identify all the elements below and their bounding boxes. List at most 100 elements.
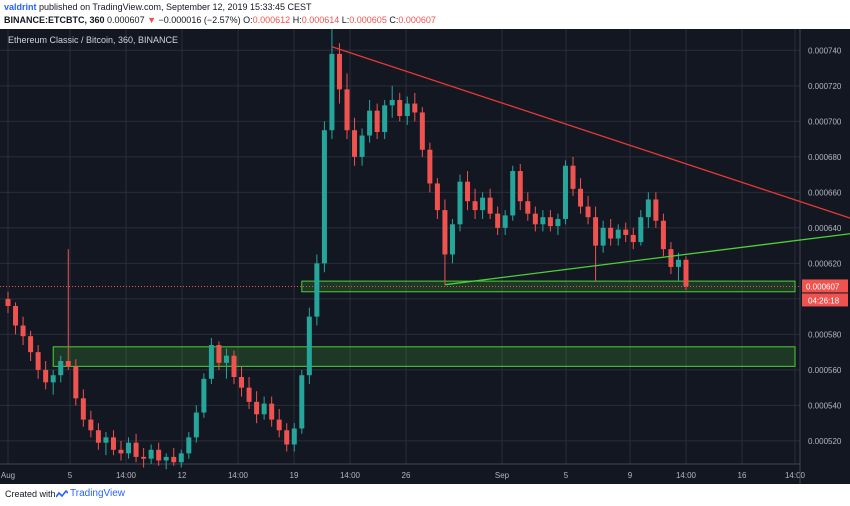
x-tick-label: Aug	[1, 471, 15, 480]
candle-body	[608, 227, 614, 239]
resistance-trendline	[331, 46, 850, 219]
candle-body	[276, 419, 282, 431]
candle-body	[58, 361, 64, 376]
candle-body	[178, 453, 184, 463]
y-tick-label: 0.000660	[808, 188, 842, 197]
countdown-label: 04:26:18	[808, 296, 840, 305]
tradingview-brand[interactable]: TradingView	[70, 488, 126, 499]
candle-body	[578, 188, 584, 207]
candle-body	[284, 430, 290, 445]
candle-body	[269, 403, 275, 420]
x-tick-label: Sep	[495, 471, 510, 480]
candle-body	[675, 259, 681, 267]
candle-body	[683, 259, 689, 287]
candle-body	[457, 181, 463, 225]
candle-body	[344, 89, 350, 131]
x-tick-label: 14:00	[116, 471, 137, 480]
low-label: L:	[341, 15, 350, 25]
candle-body	[141, 456, 147, 459]
candle-body	[20, 325, 26, 337]
candle-body	[600, 227, 606, 246]
candle-body	[480, 197, 486, 211]
candle-body	[525, 201, 531, 214]
created-with-text: Created with	[5, 489, 56, 499]
candle-body	[186, 437, 192, 454]
candle-body	[126, 442, 132, 454]
y-tick-label: 0.000540	[808, 401, 842, 410]
down-arrow-icon: ▼	[147, 15, 157, 25]
x-tick-label: 14:00	[340, 471, 361, 480]
x-tick-label: 5	[564, 471, 569, 480]
candle-body	[419, 112, 425, 150]
publish-header: valdrint published on TradingView.com, S…	[0, 0, 850, 28]
candle-body	[562, 165, 568, 219]
x-tick-label: 26	[402, 471, 411, 480]
candle-body	[171, 456, 177, 463]
candle-body	[660, 220, 666, 250]
candle-body	[254, 401, 260, 415]
chart-panel[interactable]: 0.000740 0.000720 0.000700 0.000680 0.000660…	[0, 29, 850, 484]
x-tick-label: 14:00	[228, 471, 249, 480]
open-label: O:	[243, 15, 253, 25]
y-tick-label: 0.000700	[808, 117, 842, 126]
candle-body	[623, 229, 629, 235]
candle-body	[397, 100, 403, 116]
candle-body	[163, 456, 169, 461]
x-tick-label: 9	[628, 471, 633, 480]
last-price-badge	[802, 279, 848, 293]
candle-body	[306, 316, 312, 376]
candle-body	[208, 345, 214, 379]
y-tick-label: 0.000560	[808, 366, 842, 375]
candle-body	[73, 366, 79, 399]
x-tick-label: 19	[290, 471, 299, 480]
candle-body	[465, 181, 471, 202]
candle-body	[35, 352, 41, 370]
candle-body	[28, 336, 34, 353]
candle-body	[299, 375, 305, 429]
low-value: 0.000605	[349, 15, 387, 25]
candle-body	[329, 53, 335, 131]
y-tick-label: 0.000620	[808, 259, 842, 268]
candle-body	[645, 199, 651, 218]
candle-body	[517, 171, 523, 202]
support-trendline	[444, 233, 850, 286]
candle-body	[201, 378, 207, 413]
candle-body	[216, 345, 222, 363]
open-value: 0.000612	[252, 15, 291, 25]
candle-body	[555, 218, 561, 227]
close-label: C:	[389, 15, 399, 25]
x-tick-label: 16	[738, 471, 747, 480]
candle-body	[585, 206, 591, 218]
candle-body	[495, 213, 501, 228]
candle-body	[314, 263, 320, 317]
candle-body	[434, 183, 440, 211]
candle-body	[110, 437, 116, 450]
candlestick-chart[interactable]: 0.000740 0.000720 0.000700 0.000680 0.000660…	[0, 29, 850, 484]
price-change: −0.000016 (−2.57%)	[158, 15, 241, 25]
candle-body	[668, 249, 674, 267]
candle-body	[239, 377, 245, 388]
x-tick-label: 12	[178, 471, 187, 480]
candle-body	[88, 419, 94, 431]
candle-body	[13, 305, 19, 326]
candle-body	[367, 110, 373, 136]
candle-body	[336, 53, 342, 90]
candle-body	[570, 165, 576, 189]
publish-info: valdrint published on TradingView.com, S…	[4, 2, 312, 12]
lower-support-zone	[52, 346, 796, 367]
ohlc-legend: BINANCE:ETCBTC, 360 0.000607 ▼ −0.000016…	[4, 15, 436, 25]
author-link[interactable]: valdrint	[4, 2, 37, 12]
symbol-label: BINANCE:ETCBTC, 360	[4, 15, 105, 25]
candle-body	[615, 229, 621, 239]
candle-body	[5, 298, 11, 306]
candle-body	[389, 100, 395, 106]
candle-body	[50, 375, 56, 383]
footer: Created with TradingView	[0, 484, 850, 506]
candle-body	[133, 442, 139, 457]
publish-text: published on TradingView.com, September …	[39, 2, 312, 12]
candle-body	[261, 403, 267, 415]
x-tick-label: 14:00	[676, 471, 697, 480]
candle-body	[404, 103, 410, 116]
candle-body	[65, 361, 71, 367]
candle-body	[427, 149, 433, 184]
